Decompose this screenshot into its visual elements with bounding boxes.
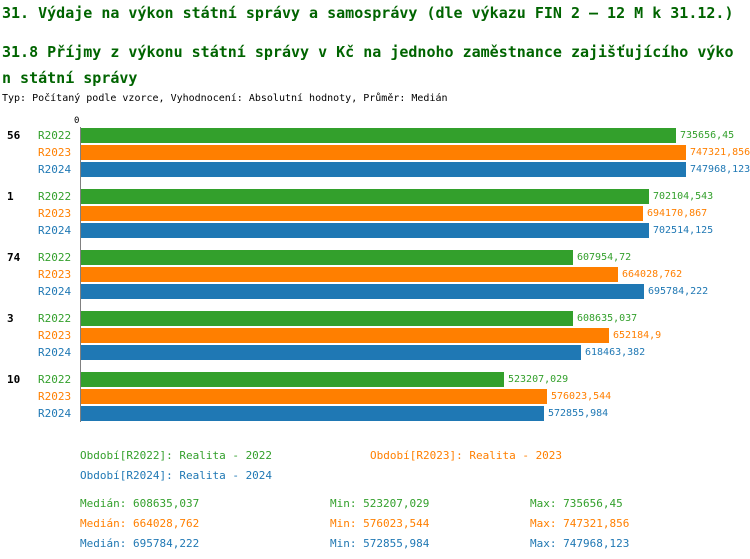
bar-value-label: 702104,543 (653, 191, 714, 202)
chart-legend: Období[R2022]: Realita - 2022 Období[R202… (80, 446, 750, 486)
report-page: 31. Výdaje na výkon státní správy a samo… (0, 3, 750, 554)
bar (80, 162, 686, 177)
category-label: 10 (7, 373, 21, 386)
bar-row: R2024 747968,123 (0, 161, 750, 178)
series-label: R2024 (38, 285, 72, 298)
bar-row: R2024 695784,222 (0, 283, 750, 300)
stat-min: Min: 576023,544 (330, 517, 430, 530)
series-label: R2023 (38, 329, 72, 342)
stat-median: Medián: 664028,762 (80, 517, 200, 530)
bar (80, 267, 618, 282)
legend-item: Období[R2023]: Realita - 2023 (370, 449, 563, 462)
bar-value-label: 576023,544 (551, 391, 612, 402)
y-axis-line (80, 127, 81, 422)
bar (80, 250, 573, 265)
bar-chart: 56 R2022 735656,45 R2023 747321,856 R2024 7479… (0, 127, 750, 422)
bar (80, 284, 644, 299)
series-label: R2022 (38, 129, 72, 142)
series-label: R2023 (38, 207, 72, 220)
report-title: 31. Výdaje na výkon státní správy a samo… (2, 4, 734, 22)
category-label: 74 (7, 251, 21, 264)
bar-value-label: 747321,856 (690, 147, 750, 158)
bar-row: R2023 652184,9 (0, 327, 750, 344)
bar (80, 223, 649, 238)
category-label: 56 (7, 129, 21, 142)
bar-row: R2023 664028,762 (0, 266, 750, 283)
series-label: R2022 (38, 251, 72, 264)
bar-row: R2023 694170,867 (0, 205, 750, 222)
axis-zero-label: 0 (74, 116, 80, 126)
series-label: R2024 (38, 163, 72, 176)
stat-max: Max: 735656,45 (530, 497, 623, 510)
bar (80, 345, 581, 360)
bar (80, 406, 544, 421)
legend-item: Období[R2022]: Realita - 2022 (80, 449, 273, 462)
bar-value-label: 572855,984 (548, 408, 609, 419)
stat-max: Max: 747968,123 (530, 537, 630, 550)
bar (80, 328, 609, 343)
bar-value-label: 695784,222 (648, 286, 709, 297)
series-label: R2023 (38, 390, 72, 403)
bar-group: 1 R2022 702104,543 R2023 694170,867 R2024 7025… (0, 188, 750, 239)
bar-row: R2024 572855,984 (0, 405, 750, 422)
stat-max: Max: 747321,856 (530, 517, 630, 530)
bar-value-label: 702514,125 (653, 225, 714, 236)
bar-value-label: 523207,029 (508, 374, 569, 385)
stats-row: Medián: 608635,037 Min: 523207,029 Max: 73… (80, 494, 750, 514)
chart-stats: Medián: 608635,037 Min: 523207,029 Max: 73… (80, 494, 750, 554)
bar-value-label: 607954,72 (577, 252, 632, 263)
bar-row: 74 R2022 607954,72 (0, 249, 750, 266)
series-label: R2024 (38, 224, 72, 237)
bar (80, 311, 573, 326)
bar-row: 1 R2022 702104,543 (0, 188, 750, 205)
category-label: 1 (7, 190, 14, 203)
bar-value-label: 664028,762 (622, 269, 683, 280)
bar-value-label: 652184,9 (613, 330, 662, 341)
series-label: R2022 (38, 190, 72, 203)
bar (80, 389, 547, 404)
stats-row: Medián: 664028,762 Min: 576023,544 Max: 74… (80, 514, 750, 534)
series-label: R2024 (38, 407, 72, 420)
bar (80, 145, 686, 160)
category-label: 3 (7, 312, 14, 325)
bar-row: R2023 576023,544 (0, 388, 750, 405)
bar-value-label: 618463,382 (585, 347, 646, 358)
series-label: R2023 (38, 146, 72, 159)
bar (80, 128, 676, 143)
stat-median: Medián: 608635,037 (80, 497, 200, 510)
bar-row: R2023 747321,856 (0, 144, 750, 161)
bar-value-label: 694170,867 (647, 208, 708, 219)
bar-row: 3 R2022 608635,037 (0, 310, 750, 327)
bar-value-label: 608635,037 (577, 313, 638, 324)
legend-item: Období[R2024]: Realita - 2024 (80, 469, 273, 482)
series-label: R2022 (38, 312, 72, 325)
bar-group: 74 R2022 607954,72 R2023 664028,762 R2024 6957… (0, 249, 750, 300)
bar-group: 3 R2022 608635,037 R2023 652184,9 R2024 618463… (0, 310, 750, 361)
bar (80, 189, 649, 204)
indicator-subtitle: Typ: Počítaný podle vzorce, Vyhodnocení:… (2, 93, 448, 104)
stat-min: Min: 572855,984 (330, 537, 430, 550)
bar-row: 56 R2022 735656,45 (0, 127, 750, 144)
bar-row: R2024 702514,125 (0, 222, 750, 239)
series-label: R2022 (38, 373, 72, 386)
indicator-title: 31.8 Příjmy z výkonu státní správy v Kč … (2, 43, 734, 87)
bar-value-label: 735656,45 (680, 130, 735, 141)
bar-group: 10 R2022 523207,029 R2023 576023,544 R2024 572… (0, 371, 750, 422)
series-label: R2023 (38, 268, 72, 281)
series-label: R2024 (38, 346, 72, 359)
bar (80, 372, 504, 387)
stat-min: Min: 523207,029 (330, 497, 430, 510)
bar-row: 10 R2022 523207,029 (0, 371, 750, 388)
stats-row: Medián: 695784,222 Min: 572855,984 Max: 74… (80, 534, 750, 554)
bar-group: 56 R2022 735656,45 R2023 747321,856 R2024 7479… (0, 127, 750, 178)
bar-groups-container: 56 R2022 735656,45 R2023 747321,856 R2024 7479… (0, 127, 750, 422)
stat-median: Medián: 695784,222 (80, 537, 200, 550)
bar-row: R2024 618463,382 (0, 344, 750, 361)
bar-value-label: 747968,123 (690, 164, 750, 175)
bar (80, 206, 643, 221)
